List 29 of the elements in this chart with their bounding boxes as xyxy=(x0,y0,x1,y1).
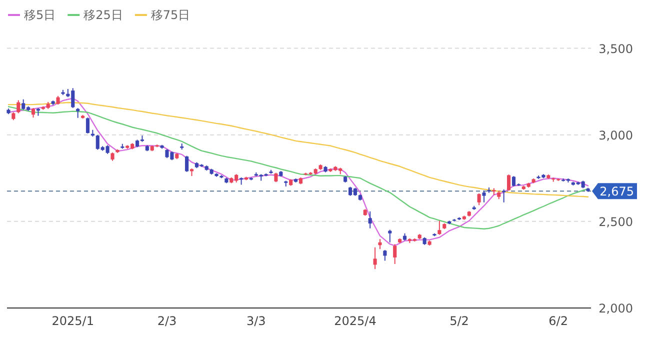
candlestick xyxy=(482,190,486,203)
candlestick xyxy=(438,220,442,236)
candlestick xyxy=(185,155,189,172)
candlestick xyxy=(373,246,377,270)
candlestick xyxy=(16,100,20,114)
candlestick xyxy=(31,108,36,118)
candlestick xyxy=(388,229,392,243)
x-tick-label: 2025/4 xyxy=(334,314,376,328)
y-tick-label: 2,500 xyxy=(598,214,633,229)
x-tick-label: 6/2 xyxy=(548,314,568,328)
candlestick xyxy=(274,172,278,183)
legend-label: 移75日 xyxy=(150,8,190,22)
x-tick-label: 5/2 xyxy=(450,314,469,328)
y-tick-label: 2,000 xyxy=(598,302,633,316)
x-tick-label: 3/3 xyxy=(246,314,266,328)
ref-line-label: 2,675 xyxy=(600,184,634,199)
y-tick-label: 3,500 xyxy=(598,42,633,56)
candlestick xyxy=(378,238,382,250)
candlestick xyxy=(86,117,90,134)
legend-label: 移25日 xyxy=(84,8,123,22)
candlestick xyxy=(477,192,481,206)
y-tick-label: 3,000 xyxy=(598,128,633,142)
candlestick xyxy=(506,174,511,192)
x-tick-label: 2025/1 xyxy=(52,314,94,328)
x-tick-label: 2/3 xyxy=(157,314,177,328)
candlestick xyxy=(393,244,397,265)
candlestick xyxy=(368,210,372,229)
legend-label: 移5日 xyxy=(24,8,56,22)
candlestick xyxy=(383,250,387,262)
